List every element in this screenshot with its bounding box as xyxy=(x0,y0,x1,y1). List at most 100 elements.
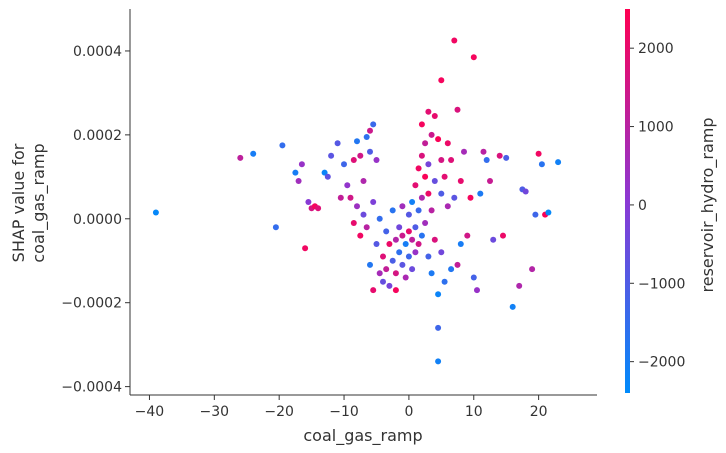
scatter-point xyxy=(435,324,442,331)
scatter-point xyxy=(152,209,159,216)
scatter-point xyxy=(386,241,393,247)
scatter-point xyxy=(321,169,328,176)
scatter-point xyxy=(279,142,286,149)
scatter-point xyxy=(341,161,347,168)
scatter-point xyxy=(490,236,497,243)
scatter-point xyxy=(538,161,545,168)
scatter-point xyxy=(422,220,429,226)
scatter-point xyxy=(328,152,335,159)
scatter-point xyxy=(315,205,322,212)
scatter-point xyxy=(376,270,383,277)
x-tick-label: 20 xyxy=(530,404,548,420)
scatter-point xyxy=(334,140,341,147)
scatter-point xyxy=(360,211,367,218)
scatter-point xyxy=(357,232,364,239)
scatter-point xyxy=(435,291,442,298)
scatter-point xyxy=(529,266,536,273)
scatter-point xyxy=(392,236,399,243)
scatter-point xyxy=(402,274,409,281)
x-tick-label: 0 xyxy=(404,404,413,420)
scatter-point xyxy=(438,249,445,256)
scatter-point xyxy=(480,148,487,155)
colorbar-tick-label: 2000 xyxy=(638,41,674,57)
scatter-point xyxy=(389,207,396,214)
scatter-point xyxy=(477,190,484,197)
scatter-point xyxy=(425,190,432,197)
y-tick-label: 0.0000 xyxy=(73,212,122,228)
scatter-point xyxy=(344,182,351,189)
scatter-point xyxy=(392,270,399,277)
scatter-point xyxy=(444,140,451,147)
scatter-point xyxy=(405,253,412,260)
y-axis-label-line2: coal_gas_ramp xyxy=(29,143,49,262)
y-ticks: −0.0004 −0.0002 0.0000 0.0002 0.0004 xyxy=(61,44,130,396)
scatter-point xyxy=(237,154,244,161)
x-tick-label: 10 xyxy=(465,404,483,420)
scatter-point xyxy=(454,106,461,113)
scatter-point xyxy=(367,261,373,268)
scatter-point xyxy=(418,152,425,159)
scatter-point xyxy=(295,178,302,184)
scatter-point xyxy=(370,287,377,294)
y-tick-label: −0.0004 xyxy=(61,380,122,396)
scatter-point xyxy=(350,220,357,226)
scatter-point xyxy=(409,266,416,273)
scatter-point xyxy=(448,157,455,163)
scatter-point xyxy=(451,194,458,201)
scatter-point xyxy=(448,266,455,273)
scatter-point xyxy=(496,152,503,159)
scatter-point xyxy=(370,121,377,128)
scatter-point xyxy=(298,161,305,168)
scatter-point xyxy=(354,138,360,145)
scatter-point xyxy=(405,211,412,218)
scatter-point xyxy=(415,207,422,214)
scatter-point xyxy=(438,190,445,197)
scatter-point xyxy=(373,241,380,247)
scatter-point xyxy=(418,194,425,201)
scatter-point xyxy=(367,148,373,155)
points-layer xyxy=(152,37,562,365)
scatter-point xyxy=(470,54,477,61)
y-tick-label: 0.0002 xyxy=(73,128,122,144)
scatter-point xyxy=(376,215,383,222)
scatter-point xyxy=(428,131,435,138)
scatter-point xyxy=(516,282,523,289)
scatter-point xyxy=(383,228,390,235)
scatter-point xyxy=(386,282,393,289)
scatter-point xyxy=(396,224,403,231)
y-tick-label: −0.0002 xyxy=(61,296,122,312)
scatter-point xyxy=(474,287,480,294)
scatter-point xyxy=(555,159,562,166)
scatter-point xyxy=(250,150,257,157)
scatter-point xyxy=(431,236,438,243)
scatter-point xyxy=(412,249,419,256)
scatter-point xyxy=(425,253,432,260)
scatter-point xyxy=(399,203,406,210)
colorbar-label: reservoir_hydro_ramp xyxy=(698,117,718,292)
scatter-point xyxy=(396,249,403,256)
scatter-point xyxy=(535,150,542,157)
scatter-point xyxy=(292,169,299,176)
scatter-point xyxy=(509,303,516,310)
scatter-point xyxy=(392,287,399,294)
scatter-point xyxy=(428,270,435,277)
scatter-point xyxy=(405,228,412,235)
scatter-point xyxy=(402,241,409,247)
scatter-point xyxy=(409,236,416,243)
scatter-point xyxy=(272,224,279,231)
scatter-point xyxy=(380,278,386,285)
scatter-point xyxy=(487,178,493,184)
scatter-point xyxy=(441,173,448,180)
x-tick-label: −20 xyxy=(264,404,294,420)
scatter-point xyxy=(431,178,438,184)
scatter-point xyxy=(461,148,467,155)
scatter-point xyxy=(399,232,406,239)
scatter-point xyxy=(441,278,448,285)
scatter-point xyxy=(337,194,344,201)
scatter-point xyxy=(451,37,458,44)
scatter-point xyxy=(418,121,425,128)
scatter-point xyxy=(415,165,422,172)
scatter-point xyxy=(425,108,432,115)
scatter-point xyxy=(428,207,435,214)
scatter-point xyxy=(438,157,445,163)
